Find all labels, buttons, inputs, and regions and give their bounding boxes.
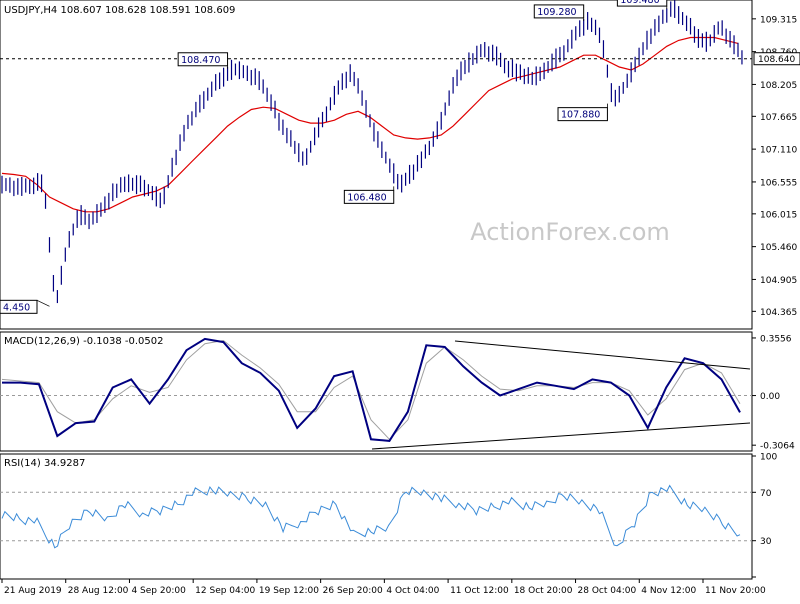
rsi-y-axis: 100 70 30 [752, 453, 777, 578]
x-tick-label: 4 Sep 20:00 [131, 586, 186, 596]
current-price-badge [753, 52, 800, 66]
price-y-tick-label: 104.365 [760, 308, 797, 318]
x-tick-label: 12 Sep 04:00 [195, 586, 255, 596]
x-tick-label: 11 Oct 12:00 [450, 586, 509, 596]
macd-y-tick-label: 0.3556 [760, 334, 792, 344]
current-price-label: 108.640 [758, 55, 795, 65]
price-annotation-box [557, 107, 608, 122]
macd-series [0, 337, 752, 450]
price-annotation-label: 109.480 [620, 0, 659, 6]
x-tick-label: 19 Sep 12:00 [259, 586, 319, 596]
price-y-tick-label: 109.315 [760, 15, 797, 25]
price-annotation-label: 106.480 [347, 192, 386, 203]
price-annotation-box [533, 4, 585, 19]
x-tick-label: 26 Sep 20:00 [323, 586, 383, 596]
price-panel-title: USDJPY,H4 108.607 108.628 108.591 108.60… [4, 5, 235, 16]
watermark: ActionForex.com [470, 218, 670, 246]
macd-main-line [2, 337, 741, 442]
price-panel [0, 0, 753, 330]
macd-lower-trendline [371, 422, 751, 450]
price-annotation-label: 4.450 [3, 302, 30, 313]
rsi-line [1, 484, 741, 549]
price-annotation-label: 109.280 [537, 7, 576, 18]
rsi-y-tick-label: 100 [760, 453, 777, 463]
x-tick-label: 21 Aug 2019 [4, 586, 62, 596]
price-annotation-label: 108.470 [181, 55, 220, 66]
price-y-tick-label: 107.110 [760, 146, 797, 156]
price-annotation-leader [36, 299, 50, 307]
rsi-y-tick-label: 70 [760, 489, 772, 499]
rsi-y-tick-label: 30 [760, 537, 772, 547]
price-y-tick-label: 107.665 [760, 113, 797, 123]
price-y-tick-label: 105.460 [760, 243, 797, 253]
price-y-tick-label: 106.555 [760, 178, 797, 188]
macd-panel-title: MACD(12,26,9) -0.1038 -0.0502 [4, 336, 164, 347]
price-annotation-label: 107.880 [561, 110, 600, 121]
x-tick-label: 28 Aug 12:00 [68, 586, 129, 596]
rsi-series [0, 484, 752, 549]
price-series [0, 0, 752, 304]
macd-signal-line [1, 339, 741, 441]
macd-upper-trendline [454, 340, 751, 370]
price-annotation-box [343, 189, 395, 204]
x-axis: 21 Aug 2019 28 Aug 12:00 4 Sep 20:00 12 Sep… [1, 579, 766, 596]
x-tick-label: 11 Nov 20:00 [705, 586, 766, 596]
rsi-panel [0, 453, 753, 580]
x-tick-label: 28 Oct 04:00 [578, 586, 637, 596]
price-y-tick-label: 108.205 [760, 81, 797, 91]
x-tick-label: 4 Oct 04:00 [386, 586, 439, 596]
macd-panel [0, 331, 753, 452]
x-tick-label: 4 Nov 12:00 [641, 586, 696, 596]
price-annotations: 108.470 106.480 109.280 107.880 109.480 4.450 [0, 0, 668, 314]
price-y-axis: 109.315108.760108.205107.665107.110106.5… [752, 15, 800, 318]
price-annotation-box [616, 0, 668, 7]
price-annotation-box [0, 299, 38, 314]
price-annotation-box [177, 52, 229, 67]
x-tick-label: 18 Oct 20:00 [514, 586, 573, 596]
macd-y-axis: 0.3556 0.00 -0.3064 [752, 334, 795, 452]
macd-y-tick-label: -0.3064 [760, 442, 795, 452]
rsi-panel-title: RSI(14) 34.9287 [4, 458, 85, 469]
price-y-tick-label: 104.905 [760, 276, 797, 286]
macd-y-tick-label: 0.00 [760, 392, 780, 402]
price-y-tick-label: 106.015 [760, 210, 797, 220]
